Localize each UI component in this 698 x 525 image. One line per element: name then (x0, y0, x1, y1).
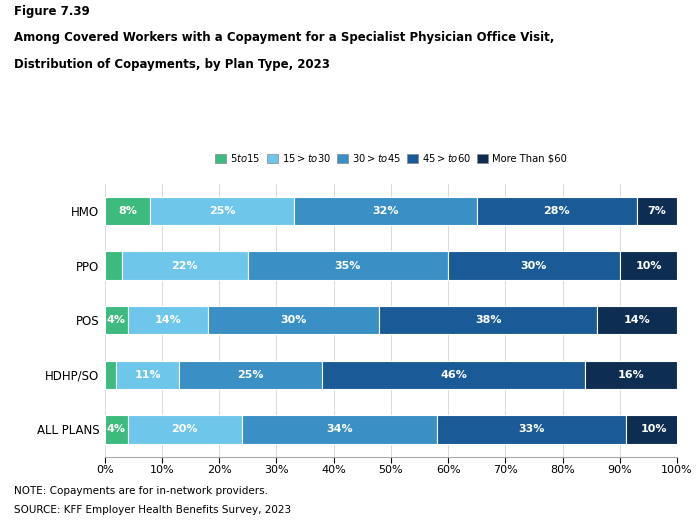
Text: 25%: 25% (237, 370, 264, 380)
Legend: $5 to $15, $15> to $30, $30>  to  $45, $45> to $60, More Than $60: $5 to $15, $15> to $30, $30> to $45, $45… (211, 148, 570, 168)
Text: 32%: 32% (372, 206, 399, 216)
Text: Among Covered Workers with a Copayment for a Specialist Physician Office Visit,: Among Covered Workers with a Copayment f… (14, 32, 554, 45)
Text: Figure 7.39: Figure 7.39 (14, 5, 90, 18)
Bar (105, 361, 116, 389)
Bar (128, 306, 208, 334)
Bar (151, 197, 294, 225)
Bar (105, 306, 128, 334)
Bar (242, 415, 437, 444)
Text: 4%: 4% (107, 315, 126, 326)
Bar (637, 197, 677, 225)
Text: 22%: 22% (172, 260, 198, 271)
Text: 46%: 46% (440, 370, 467, 380)
Text: 10%: 10% (641, 424, 667, 435)
Bar (122, 251, 248, 280)
Bar (179, 361, 322, 389)
Bar (477, 197, 637, 225)
Text: 30%: 30% (281, 315, 306, 326)
Text: 20%: 20% (172, 424, 198, 435)
Bar (586, 361, 677, 389)
Bar (105, 251, 122, 280)
Bar (597, 306, 677, 334)
Text: 35%: 35% (335, 260, 361, 271)
Bar (620, 251, 677, 280)
Text: Distribution of Copayments, by Plan Type, 2023: Distribution of Copayments, by Plan Type… (14, 58, 330, 71)
Text: SOURCE: KFF Employer Health Benefits Survey, 2023: SOURCE: KFF Employer Health Benefits Sur… (14, 505, 291, 515)
Text: 25%: 25% (209, 206, 235, 216)
Bar (448, 251, 620, 280)
Bar (437, 415, 625, 444)
Bar (248, 251, 448, 280)
Text: 38%: 38% (475, 315, 501, 326)
Bar (128, 415, 242, 444)
Bar (116, 361, 179, 389)
Bar (105, 197, 151, 225)
Text: 28%: 28% (544, 206, 570, 216)
Text: 7%: 7% (648, 206, 667, 216)
Text: 10%: 10% (635, 260, 662, 271)
Bar (380, 306, 597, 334)
Bar (208, 306, 380, 334)
Text: 11%: 11% (134, 370, 161, 380)
Text: 4%: 4% (107, 424, 126, 435)
Bar (105, 415, 128, 444)
Text: 33%: 33% (518, 424, 544, 435)
Text: 30%: 30% (521, 260, 547, 271)
Text: 8%: 8% (118, 206, 137, 216)
Text: 14%: 14% (623, 315, 651, 326)
Bar (294, 197, 477, 225)
Bar (322, 361, 586, 389)
Bar (625, 415, 683, 444)
Text: NOTE: Copayments are for in-network providers.: NOTE: Copayments are for in-network prov… (14, 486, 268, 496)
Text: 16%: 16% (618, 370, 645, 380)
Text: 34%: 34% (326, 424, 352, 435)
Text: 14%: 14% (154, 315, 181, 326)
